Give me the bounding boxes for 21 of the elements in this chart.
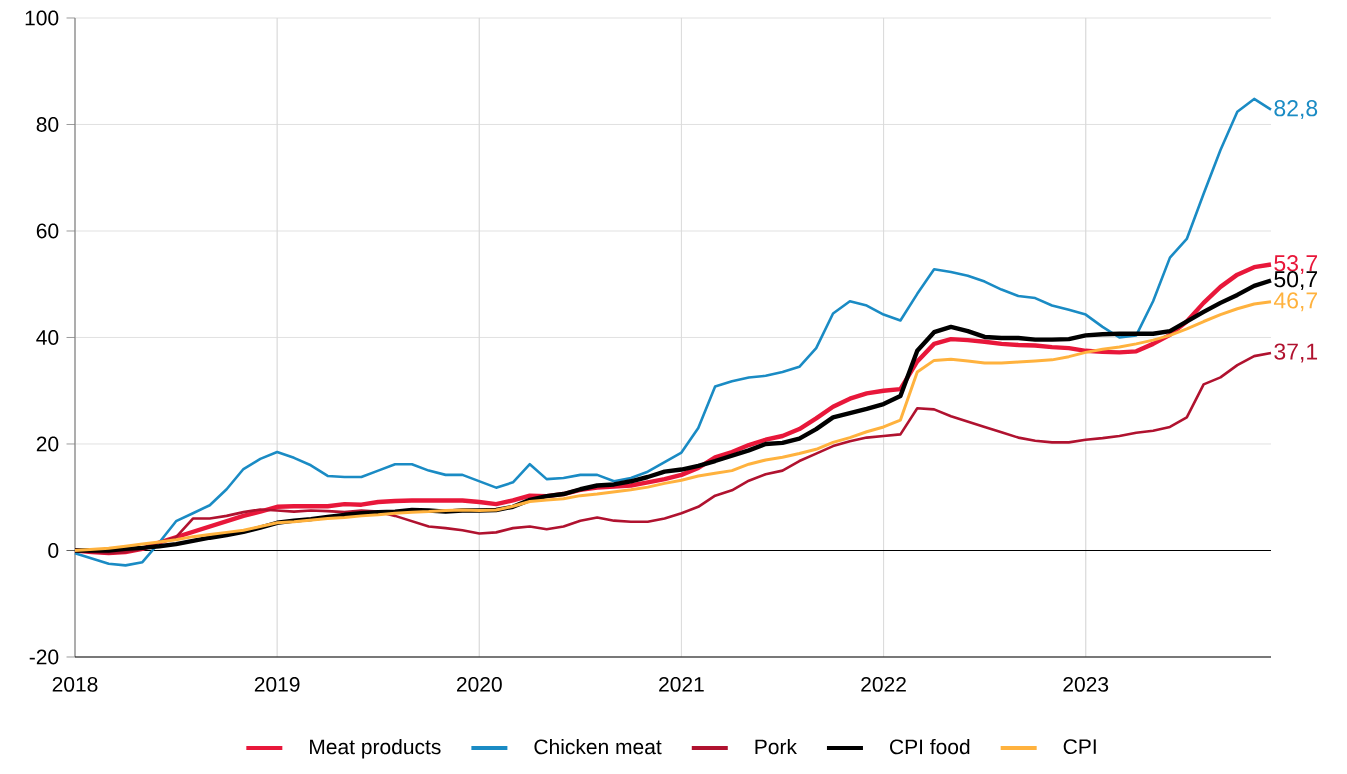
y-tick-label: 80 bbox=[36, 117, 59, 132]
y-tick-label: -20 bbox=[29, 649, 59, 665]
y-tick-label: 100 bbox=[25, 10, 59, 26]
legend-label: CPI food bbox=[890, 738, 970, 755]
y-tick-label: 20 bbox=[36, 436, 59, 452]
x-tick-label: 2020 bbox=[457, 676, 502, 692]
x-tick-label: 2022 bbox=[861, 676, 906, 692]
legend-label: Meat products bbox=[310, 738, 441, 759]
y-tick-label: 60 bbox=[36, 223, 59, 239]
legend-label: CPI bbox=[1063, 739, 1096, 755]
legend-label: Pork bbox=[755, 738, 797, 755]
data-label: 82,8 bbox=[1274, 100, 1318, 120]
x-tick-label: 2018 bbox=[52, 676, 98, 692]
x-tick-label: 2023 bbox=[1063, 676, 1109, 692]
x-tick-label: 2021 bbox=[659, 676, 704, 692]
y-tick-label: 0 bbox=[48, 543, 59, 558]
data-label: 37,1 bbox=[1274, 343, 1318, 363]
data-label: 46,7 bbox=[1273, 292, 1318, 312]
x-tick-label: 2019 bbox=[254, 676, 300, 692]
y-tick-label: 40 bbox=[36, 330, 59, 345]
legend-label: Chicken meat bbox=[534, 738, 662, 755]
